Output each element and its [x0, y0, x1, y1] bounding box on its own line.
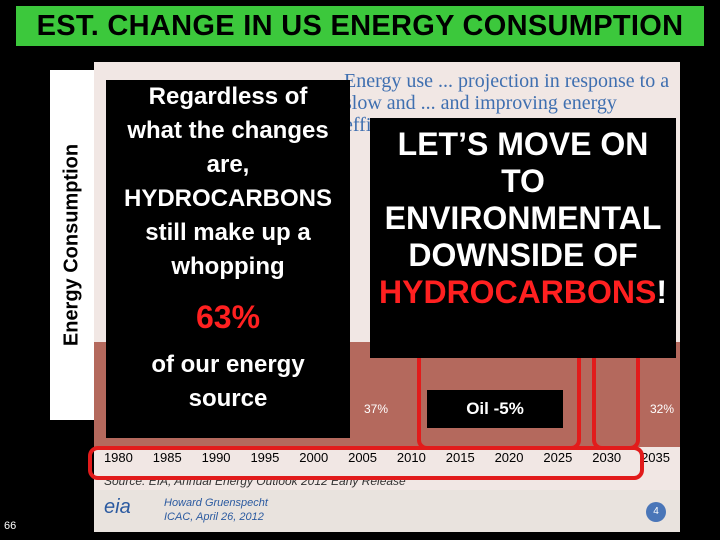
- year-tick: 1985: [152, 450, 182, 465]
- right-callout-line: HYDROCARBONS!: [370, 274, 676, 311]
- left-callout-line: still make up a: [145, 219, 311, 246]
- year-tick: 2015: [445, 450, 475, 465]
- hydrocarbon-share: 63%: [195, 299, 261, 335]
- footer-presenter: Howard Gruenspecht: [164, 497, 268, 509]
- year-tick: 1990: [201, 450, 231, 465]
- footer-event: ICAC, April 26, 2012: [164, 511, 264, 523]
- year-tick: 1980: [103, 450, 133, 465]
- year-tick: 2035: [641, 450, 670, 465]
- year-tick: 2005: [348, 450, 378, 465]
- year-tick: 2030: [592, 450, 622, 465]
- right-callout-line: ENVIRONMENTAL: [384, 200, 662, 236]
- left-callout-line: HYDROCARBONS: [123, 185, 332, 212]
- slide-number: 66: [4, 520, 17, 532]
- right-callout-line: TO: [501, 163, 545, 199]
- right-callout-emphasis: HYDROCARBONS: [379, 274, 657, 310]
- left-callout-line: are,: [206, 151, 250, 178]
- year-axis: 1980 1985 1990 1995 2000 2005 2010 2015 …: [94, 450, 680, 470]
- year-tick: 2020: [494, 450, 524, 465]
- right-callout-punct: !: [656, 274, 667, 310]
- year-tick: 2025: [543, 450, 573, 465]
- chart-pct-left: 37%: [364, 402, 389, 416]
- right-callout-line: DOWNSIDE OF: [408, 237, 638, 273]
- left-callout-line: Regardless of: [148, 83, 308, 110]
- embedded-slide-footer: eia Howard Gruenspecht ICAC, April 26, 2…: [94, 490, 680, 532]
- year-tick: 1995: [250, 450, 280, 465]
- embedded-page-number: 4: [646, 502, 666, 522]
- oil-change-label: Oil -5%: [427, 390, 563, 428]
- eia-logo: eia: [104, 496, 131, 518]
- highlight-outline-year-axis: [88, 446, 644, 480]
- y-axis-label: Energy Consumption: [60, 143, 83, 347]
- left-callout-line: of our energy: [151, 351, 305, 378]
- left-callout-line: what the changes: [127, 117, 329, 144]
- footer-credit: Howard Gruenspecht ICAC, April 26, 2012: [164, 496, 268, 524]
- year-tick: 2000: [299, 450, 329, 465]
- slide-title: EST. CHANGE IN US ENERGY CONSUMPTION: [36, 9, 684, 42]
- left-callout: Regardless of what the changes are, HYDR…: [106, 80, 350, 438]
- year-tick: 2010: [396, 450, 426, 465]
- right-callout: LET’S MOVE ON TO ENVIRONMENTAL DOWNSIDE …: [370, 118, 676, 358]
- left-callout-line: whopping: [171, 253, 285, 280]
- right-callout-line: LET’S MOVE ON: [397, 126, 649, 162]
- y-axis-label-panel: [50, 70, 94, 420]
- title-bar: EST. CHANGE IN US ENERGY CONSUMPTION: [16, 6, 704, 46]
- left-callout-line: source: [188, 385, 268, 412]
- chart-pct-right: 32%: [650, 402, 675, 416]
